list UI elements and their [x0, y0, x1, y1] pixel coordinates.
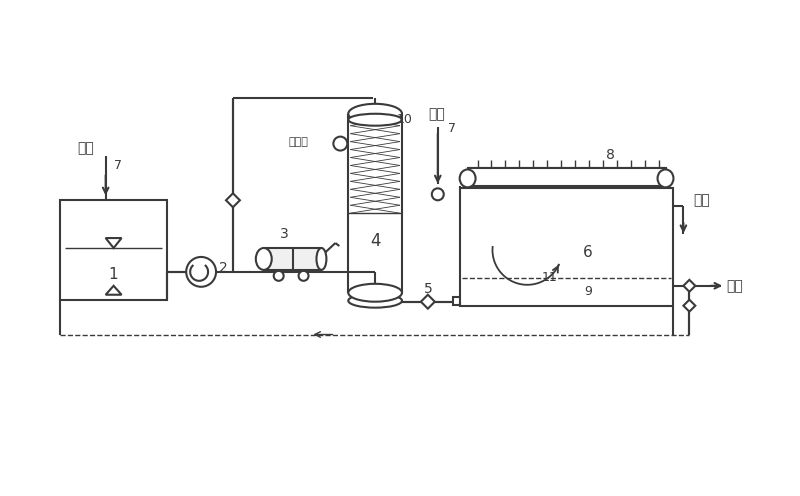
Text: 出水: 出水	[726, 279, 743, 293]
Text: 排渣: 排渣	[693, 193, 710, 207]
Text: 7: 7	[114, 159, 122, 172]
Polygon shape	[226, 193, 240, 207]
Circle shape	[274, 271, 284, 281]
Circle shape	[298, 271, 309, 281]
Ellipse shape	[348, 294, 402, 308]
Ellipse shape	[317, 248, 326, 270]
Text: 1: 1	[109, 267, 118, 282]
Bar	[468, 169, 666, 186]
Bar	[460, 188, 674, 306]
Text: 3: 3	[280, 227, 289, 241]
Text: 9: 9	[584, 285, 592, 298]
Ellipse shape	[348, 284, 402, 302]
Text: 2: 2	[218, 261, 227, 275]
Bar	[60, 200, 167, 300]
Text: 6: 6	[583, 246, 593, 260]
Text: 11: 11	[542, 271, 557, 284]
Ellipse shape	[348, 114, 402, 125]
Text: 4: 4	[370, 232, 380, 250]
Bar	[264, 248, 322, 270]
Text: 废水: 废水	[78, 141, 94, 156]
Ellipse shape	[460, 170, 475, 187]
Ellipse shape	[658, 170, 674, 187]
Circle shape	[334, 136, 347, 151]
Text: 废水: 废水	[429, 107, 445, 121]
Text: 压力表: 压力表	[289, 136, 309, 147]
Polygon shape	[683, 280, 695, 292]
Bar	[453, 297, 461, 305]
Circle shape	[432, 188, 444, 200]
Polygon shape	[683, 300, 695, 311]
Polygon shape	[421, 295, 435, 309]
Text: 8: 8	[606, 147, 614, 162]
Text: 7: 7	[448, 122, 456, 135]
Ellipse shape	[256, 248, 272, 270]
Text: 10: 10	[397, 113, 413, 126]
Circle shape	[186, 257, 216, 287]
Ellipse shape	[348, 104, 402, 124]
Text: 5: 5	[423, 282, 432, 296]
